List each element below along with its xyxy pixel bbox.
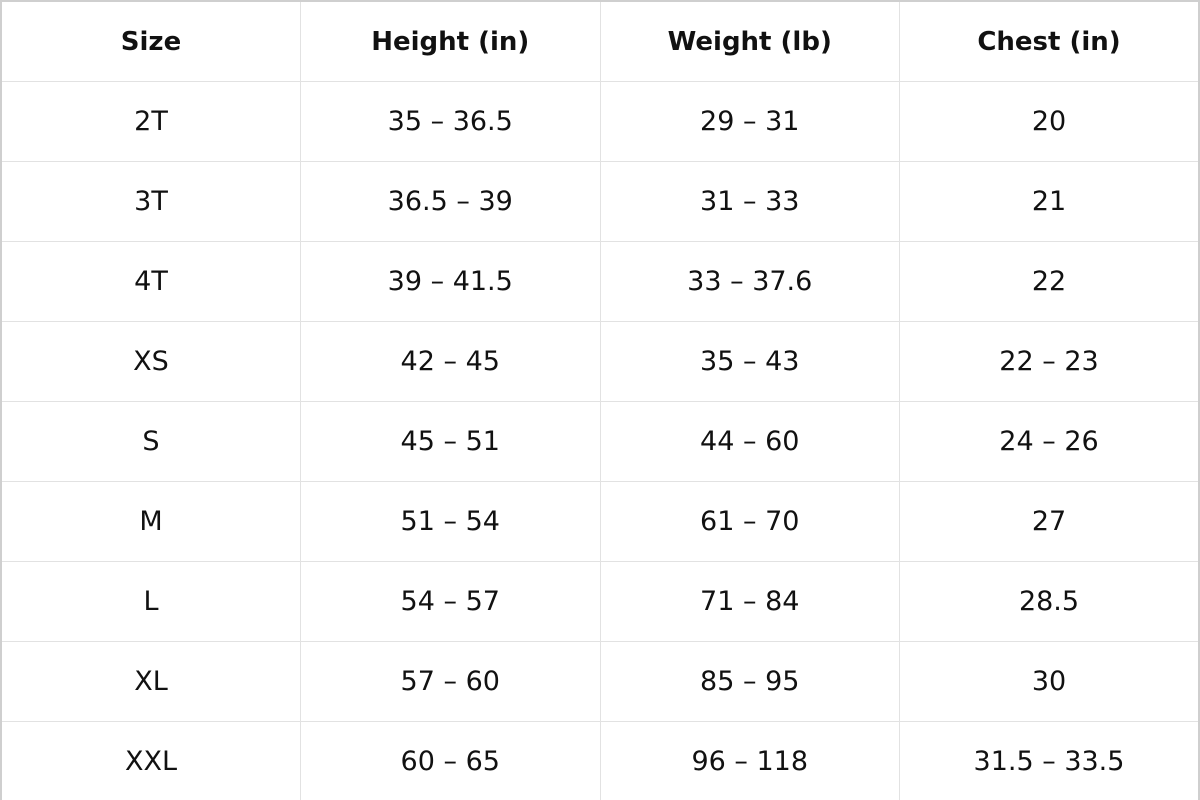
header-cell: Size (0, 0, 301, 82)
table-cell: 29 – 31 (599, 81, 900, 162)
table-cell: 54 – 57 (300, 561, 601, 642)
table-cell: 57 – 60 (300, 641, 601, 722)
table-cell: 24 – 26 (899, 401, 1200, 482)
table-cell: 85 – 95 (599, 641, 900, 722)
table-row: XS 42 – 45 35 – 43 22 – 23 (0, 321, 1200, 402)
table-cell: M (0, 481, 301, 562)
table-cell: 4T (0, 241, 301, 322)
table-cell: XS (0, 321, 301, 402)
table-row: 4T 39 – 41.5 33 – 37.6 22 (0, 241, 1200, 322)
table-cell: 60 – 65 (300, 721, 601, 800)
table-cell: 22 – 23 (899, 321, 1200, 402)
table-cell: 22 (899, 241, 1200, 322)
table-cell: 33 – 37.6 (599, 241, 900, 322)
table-cell: XL (0, 641, 301, 722)
table-row: M 51 – 54 61 – 70 27 (0, 481, 1200, 562)
table-cell: XXL (0, 721, 301, 800)
table-cell: 2T (0, 81, 301, 162)
table-row: S 45 – 51 44 – 60 24 – 26 (0, 401, 1200, 482)
table-cell: 45 – 51 (300, 401, 601, 482)
table-cell: 27 (899, 481, 1200, 562)
header-cell: Weight (lb) (599, 0, 900, 82)
table-cell: 28.5 (899, 561, 1200, 642)
table-row: 2T 35 – 36.5 29 – 31 20 (0, 81, 1200, 162)
table-body: 2T 35 – 36.5 29 – 31 20 3T 36.5 – 39 31 – 33 21… (0, 81, 1200, 800)
table-cell: 61 – 70 (599, 481, 900, 562)
table-cell: L (0, 561, 301, 642)
table-cell: 44 – 60 (599, 401, 900, 482)
table-row: XXL 60 – 65 96 – 118 31.5 – 33.5 (0, 721, 1200, 800)
table-cell: 71 – 84 (599, 561, 900, 642)
table-row: L 54 – 57 71 – 84 28.5 (0, 561, 1200, 642)
table-row: XL 57 – 60 85 – 95 30 (0, 641, 1200, 722)
header-cell: Chest (in) (899, 0, 1200, 82)
table-cell: 20 (899, 81, 1200, 162)
table-cell: 31.5 – 33.5 (899, 721, 1200, 800)
table-cell: 51 – 54 (300, 481, 601, 562)
table-cell: 3T (0, 161, 301, 242)
table-cell: 42 – 45 (300, 321, 601, 402)
table-cell: 21 (899, 161, 1200, 242)
table-cell: 35 – 36.5 (300, 81, 601, 162)
table-cell: 96 – 118 (599, 721, 900, 800)
table-row: 3T 36.5 – 39 31 – 33 21 (0, 161, 1200, 242)
header-row: Size Height (in) Weight (lb) Chest (in) (0, 0, 1200, 82)
header-cell: Height (in) (300, 0, 601, 82)
table-cell: 31 – 33 (599, 161, 900, 242)
table-cell: 30 (899, 641, 1200, 722)
table-cell: 35 – 43 (599, 321, 900, 402)
table-cell: 36.5 – 39 (300, 161, 601, 242)
table-cell: S (0, 401, 301, 482)
table-cell: 39 – 41.5 (300, 241, 601, 322)
